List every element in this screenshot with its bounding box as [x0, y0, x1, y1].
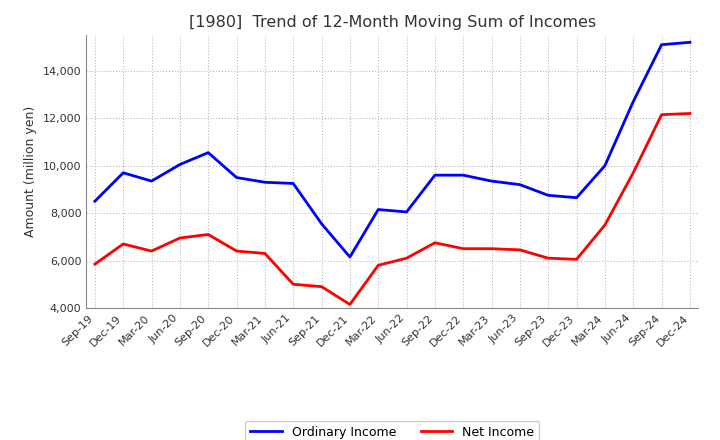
- Net Income: [261, 251, 269, 256]
- Net Income: [119, 241, 127, 246]
- Ordinary Income: [148, 179, 156, 184]
- Ordinary Income: [374, 207, 382, 212]
- Net Income: [685, 111, 694, 116]
- Legend: Ordinary Income, Net Income: Ordinary Income, Net Income: [246, 421, 539, 440]
- Line: Net Income: Net Income: [95, 114, 690, 304]
- Ordinary Income: [657, 42, 666, 48]
- Ordinary Income: [487, 179, 496, 184]
- Line: Ordinary Income: Ordinary Income: [95, 42, 690, 257]
- Ordinary Income: [600, 163, 609, 169]
- Ordinary Income: [629, 99, 637, 104]
- Net Income: [459, 246, 467, 251]
- Y-axis label: Amount (million yen): Amount (million yen): [24, 106, 37, 237]
- Net Income: [657, 112, 666, 117]
- Ordinary Income: [261, 180, 269, 185]
- Net Income: [148, 249, 156, 254]
- Net Income: [233, 249, 241, 254]
- Ordinary Income: [402, 209, 411, 215]
- Ordinary Income: [176, 162, 184, 167]
- Net Income: [402, 256, 411, 261]
- Ordinary Income: [233, 175, 241, 180]
- Net Income: [346, 302, 354, 307]
- Net Income: [431, 240, 439, 246]
- Net Income: [544, 256, 552, 261]
- Net Income: [318, 284, 326, 289]
- Ordinary Income: [685, 40, 694, 45]
- Ordinary Income: [204, 150, 212, 155]
- Ordinary Income: [91, 198, 99, 204]
- Ordinary Income: [289, 181, 297, 186]
- Net Income: [374, 263, 382, 268]
- Ordinary Income: [431, 172, 439, 178]
- Net Income: [600, 222, 609, 227]
- Net Income: [91, 261, 99, 267]
- Ordinary Income: [544, 193, 552, 198]
- Title: [1980]  Trend of 12-Month Moving Sum of Incomes: [1980] Trend of 12-Month Moving Sum of I…: [189, 15, 596, 30]
- Ordinary Income: [318, 221, 326, 227]
- Ordinary Income: [346, 254, 354, 260]
- Net Income: [204, 232, 212, 237]
- Net Income: [572, 257, 581, 262]
- Ordinary Income: [459, 172, 467, 178]
- Net Income: [487, 246, 496, 251]
- Net Income: [516, 247, 524, 253]
- Net Income: [629, 170, 637, 176]
- Net Income: [176, 235, 184, 241]
- Net Income: [289, 282, 297, 287]
- Ordinary Income: [572, 195, 581, 200]
- Ordinary Income: [119, 170, 127, 176]
- Ordinary Income: [516, 182, 524, 187]
